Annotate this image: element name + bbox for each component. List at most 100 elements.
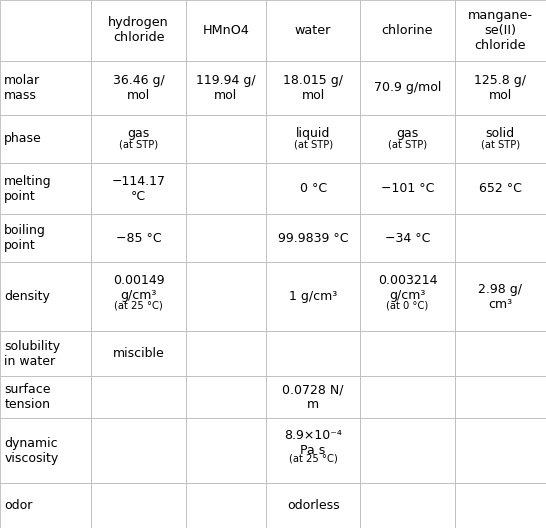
- Text: HMnO4: HMnO4: [203, 24, 249, 37]
- Bar: [266, 0, 360, 61]
- Bar: [0, 163, 91, 214]
- Text: surface
tension: surface tension: [4, 383, 51, 411]
- Bar: [266, 214, 360, 262]
- Bar: [360, 332, 455, 376]
- Text: chlorine: chlorine: [382, 24, 433, 37]
- Text: 0.003214
g/cm³: 0.003214 g/cm³: [378, 275, 437, 303]
- Bar: [0, 376, 91, 418]
- Bar: [360, 163, 455, 214]
- Text: (at STP): (at STP): [388, 140, 427, 149]
- Text: phase: phase: [4, 133, 42, 145]
- Text: solubility
in water: solubility in water: [4, 340, 61, 368]
- Bar: [186, 483, 266, 528]
- Bar: [455, 61, 546, 115]
- Bar: [455, 418, 546, 483]
- Bar: [0, 483, 91, 528]
- Text: 36.46 g/
mol: 36.46 g/ mol: [112, 74, 164, 102]
- Bar: [91, 0, 186, 61]
- Text: 0.00149
g/cm³: 0.00149 g/cm³: [112, 275, 164, 303]
- Bar: [266, 418, 360, 483]
- Bar: [360, 61, 455, 115]
- Text: −85 °C: −85 °C: [116, 232, 161, 244]
- Bar: [455, 332, 546, 376]
- Text: melting
point: melting point: [4, 175, 52, 203]
- Text: density: density: [4, 290, 50, 303]
- Bar: [0, 262, 91, 332]
- Bar: [186, 214, 266, 262]
- Bar: [455, 262, 546, 332]
- Bar: [266, 332, 360, 376]
- Text: (at STP): (at STP): [294, 140, 333, 149]
- Bar: [91, 332, 186, 376]
- Text: 2.98 g/
cm³: 2.98 g/ cm³: [478, 283, 523, 311]
- Text: (at STP): (at STP): [119, 140, 158, 149]
- Bar: [0, 418, 91, 483]
- Bar: [186, 115, 266, 163]
- Text: 0.0728 N/
m: 0.0728 N/ m: [282, 383, 344, 411]
- Text: −114.17
°C: −114.17 °C: [111, 175, 165, 203]
- Bar: [455, 0, 546, 61]
- Bar: [266, 115, 360, 163]
- Bar: [360, 376, 455, 418]
- Bar: [360, 0, 455, 61]
- Text: solid: solid: [486, 127, 515, 140]
- Bar: [91, 376, 186, 418]
- Bar: [91, 61, 186, 115]
- Bar: [360, 262, 455, 332]
- Bar: [266, 163, 360, 214]
- Bar: [0, 115, 91, 163]
- Bar: [266, 61, 360, 115]
- Bar: [186, 376, 266, 418]
- Text: 18.015 g/
mol: 18.015 g/ mol: [283, 74, 343, 102]
- Text: gas: gas: [127, 127, 150, 140]
- Text: −34 °C: −34 °C: [385, 232, 430, 244]
- Bar: [0, 61, 91, 115]
- Text: 1 g/cm³: 1 g/cm³: [289, 290, 337, 303]
- Text: water: water: [295, 24, 331, 37]
- Text: odor: odor: [4, 499, 33, 512]
- Bar: [91, 262, 186, 332]
- Bar: [0, 0, 91, 61]
- Text: 652 °C: 652 °C: [479, 182, 522, 195]
- Text: 8.9×10⁻⁴
Pa s: 8.9×10⁻⁴ Pa s: [284, 429, 342, 457]
- Text: 0 °C: 0 °C: [300, 182, 327, 195]
- Text: 125.8 g/
mol: 125.8 g/ mol: [474, 74, 526, 102]
- Bar: [266, 483, 360, 528]
- Bar: [266, 262, 360, 332]
- Bar: [455, 115, 546, 163]
- Bar: [0, 332, 91, 376]
- Text: −101 °C: −101 °C: [381, 182, 434, 195]
- Text: odorless: odorless: [287, 499, 340, 512]
- Text: mangane-
se(II)
chloride: mangane- se(II) chloride: [468, 9, 533, 52]
- Text: gas: gas: [396, 127, 419, 140]
- Text: miscible: miscible: [112, 347, 164, 361]
- Bar: [360, 483, 455, 528]
- Bar: [0, 214, 91, 262]
- Text: boiling
point: boiling point: [4, 224, 46, 252]
- Text: 119.94 g/
mol: 119.94 g/ mol: [196, 74, 256, 102]
- Bar: [455, 214, 546, 262]
- Text: (at STP): (at STP): [481, 140, 520, 149]
- Bar: [186, 163, 266, 214]
- Text: (at 0 °C): (at 0 °C): [387, 300, 429, 310]
- Text: molar
mass: molar mass: [4, 74, 40, 102]
- Bar: [455, 163, 546, 214]
- Bar: [455, 376, 546, 418]
- Bar: [186, 332, 266, 376]
- Text: dynamic
viscosity: dynamic viscosity: [4, 437, 58, 465]
- Bar: [186, 61, 266, 115]
- Bar: [91, 163, 186, 214]
- Text: (at 25 °C): (at 25 °C): [289, 454, 337, 464]
- Bar: [91, 483, 186, 528]
- Text: 70.9 g/mol: 70.9 g/mol: [374, 81, 441, 95]
- Bar: [360, 418, 455, 483]
- Bar: [186, 0, 266, 61]
- Bar: [360, 115, 455, 163]
- Bar: [360, 214, 455, 262]
- Bar: [91, 214, 186, 262]
- Text: (at 25 °C): (at 25 °C): [114, 300, 163, 310]
- Text: liquid: liquid: [296, 127, 330, 140]
- Bar: [186, 418, 266, 483]
- Bar: [91, 418, 186, 483]
- Text: 99.9839 °C: 99.9839 °C: [278, 232, 348, 244]
